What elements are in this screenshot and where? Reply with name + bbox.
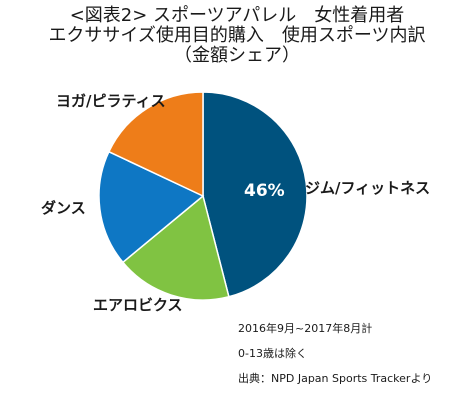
- slice-dance: [98, 150, 205, 264]
- note-age-exclusion: 0-13歳は除く: [238, 347, 307, 360]
- title-line-3: （金額シェア）: [174, 45, 300, 66]
- chart-title: <図表2> スポーツアパレル 女性着用者 エクササイズ使用目的購入 使用スポーツ…: [0, 6, 474, 66]
- note-period: 2016年9月~2017年8月計: [238, 322, 373, 335]
- data-label-gym-fitness: 46%: [244, 181, 285, 201]
- title-line-1: <図表2> スポーツアパレル 女性着用者: [69, 5, 405, 26]
- slice-label-aerobics: エアロビクス: [93, 296, 183, 314]
- slice-aerobics: [121, 194, 230, 301]
- note-source: 出典：NPD Japan Sports Trackerより: [238, 372, 433, 385]
- slice-label-dance: ダンス: [41, 199, 86, 217]
- title-line-2: エクササイズ使用目的購入 使用スポーツ内訳: [48, 25, 426, 46]
- slice-gym-fitness: [202, 91, 308, 298]
- slice-label-yoga-pilates: ヨガ/ピラティス: [56, 92, 166, 110]
- slice-label-gym-fitness: ジム/フィットネス: [305, 179, 431, 197]
- slice-yoga-pilates: [107, 91, 204, 198]
